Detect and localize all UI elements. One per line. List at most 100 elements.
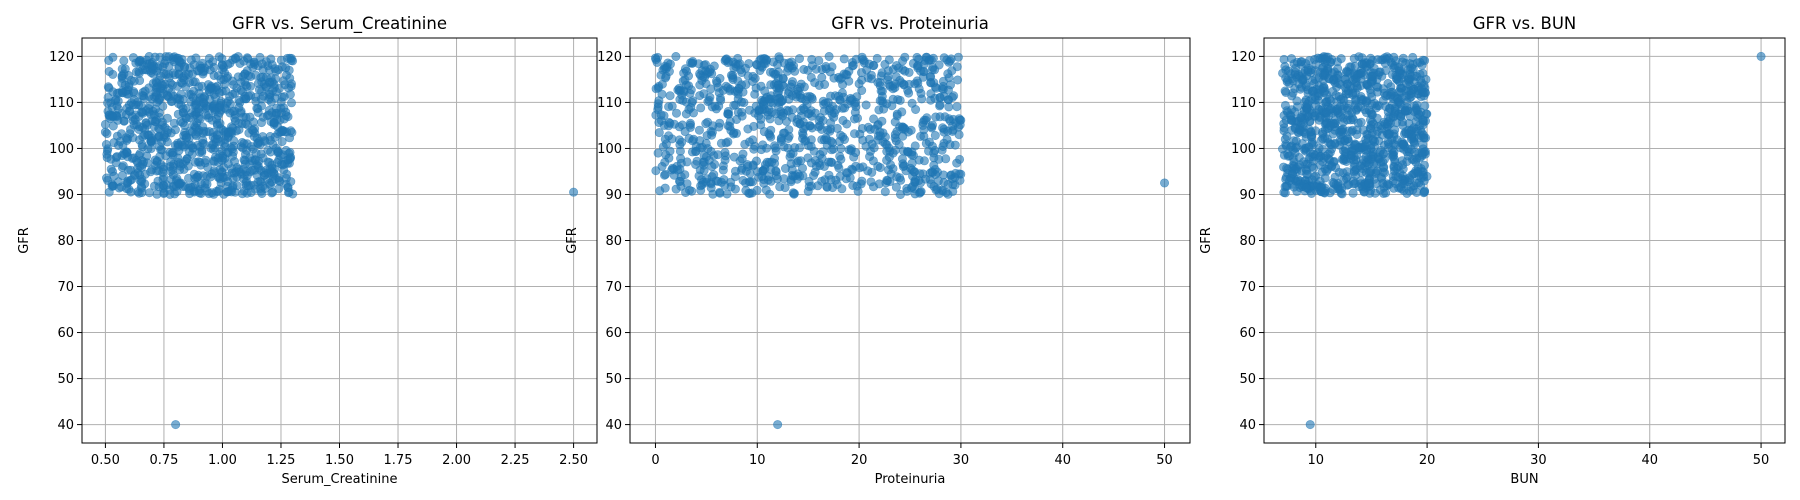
scatter-point (1315, 85, 1325, 95)
scatter-point (888, 84, 898, 94)
scatter-point (189, 120, 199, 130)
scatter-point (1411, 157, 1421, 167)
scatter-point (1342, 66, 1352, 76)
scatter-point (852, 113, 862, 123)
scatter-point (1332, 57, 1342, 67)
scatter-point (677, 137, 687, 147)
scatter-point (651, 84, 661, 94)
scatter-point (720, 56, 730, 66)
scatter-point (729, 128, 739, 138)
scatter-point (802, 92, 812, 102)
scatter-point (1389, 52, 1399, 62)
scatter-point (1287, 105, 1297, 115)
scatter-point (1417, 148, 1427, 158)
scatter-point (715, 93, 725, 103)
scatter-point (913, 78, 923, 88)
scatter-point (102, 129, 112, 139)
scatter-point (1303, 65, 1313, 75)
scatter-point (1407, 63, 1417, 73)
scatter-point (253, 177, 263, 187)
scatter-point (120, 149, 130, 159)
scatter-point (286, 81, 296, 91)
y-tick-label: 70 (605, 280, 622, 295)
scatter-point (832, 123, 842, 133)
scatter-point (874, 179, 884, 189)
scatter-point (144, 83, 154, 93)
scatter-point (681, 66, 691, 76)
scatter-point (1357, 164, 1367, 174)
scatter-point (1386, 82, 1396, 92)
scatter-point (747, 188, 757, 198)
y-tick-label: 110 (1231, 96, 1256, 111)
scatter-point (827, 158, 837, 168)
scatter-point (674, 176, 684, 186)
scatter-point (948, 121, 958, 131)
scatter-point (736, 97, 746, 107)
outlier-point (1756, 51, 1766, 61)
scatter-point (204, 85, 214, 95)
scatter-point (765, 189, 775, 199)
scatter-point (123, 165, 133, 175)
scatter-point (919, 156, 929, 166)
scatter-point (1361, 152, 1371, 162)
scatter-point (1289, 182, 1299, 192)
scatter-point (1362, 96, 1372, 106)
scatter-point (657, 162, 667, 172)
y-tick-label: 70 (57, 280, 74, 295)
scatter-point (801, 136, 811, 146)
scatter-point (664, 153, 674, 163)
scatter-point (762, 107, 772, 117)
scatter-point (114, 104, 124, 114)
scatter-point (822, 182, 832, 192)
scatter-point (1373, 55, 1383, 65)
scatter-point (818, 116, 828, 126)
scatter-point (665, 91, 675, 101)
scatter-point (780, 164, 790, 174)
scatter-point (713, 176, 723, 186)
scatter-point (652, 57, 662, 67)
scatter-point (1281, 73, 1291, 83)
x-tick-label: 2.50 (559, 453, 588, 468)
scatter-point (1381, 188, 1391, 198)
scatter-point (665, 59, 675, 69)
scatter-point (839, 54, 849, 64)
scatter-point (877, 96, 887, 106)
scatter-point (208, 144, 218, 154)
scatter-point (199, 126, 209, 136)
scatter-point (842, 168, 852, 178)
scatter-point (891, 182, 901, 192)
scatter-point (1291, 143, 1301, 153)
scatter-point (1311, 100, 1321, 110)
y-tick-label: 100 (49, 142, 74, 157)
scatter-point (257, 59, 267, 69)
scatter-point (1282, 131, 1292, 141)
scatter-point (818, 147, 828, 157)
scatter-point (927, 120, 937, 130)
scatter-point (195, 188, 205, 198)
scatter-point (1378, 149, 1388, 159)
scatter-point (671, 51, 681, 61)
scatter-point (217, 60, 227, 70)
scatter-point (710, 101, 720, 111)
scatter-point (1372, 113, 1382, 123)
scatter-point (943, 69, 953, 79)
x-tick-label: 1.25 (267, 453, 296, 468)
scatter-point (137, 174, 147, 184)
scatter-point (1411, 105, 1421, 115)
scatter-point (1392, 75, 1402, 85)
scatter-point (1335, 135, 1345, 145)
scatter-point (1401, 91, 1411, 101)
scatter-point (953, 75, 963, 85)
scatter-point (282, 53, 292, 63)
scatter-point (253, 163, 263, 173)
scatter-point (162, 137, 172, 147)
y-tick-label: 70 (1239, 280, 1256, 295)
scatter-point (1292, 57, 1302, 67)
scatter-point (276, 127, 286, 137)
scatter-point (103, 106, 113, 116)
scatter-point (241, 178, 251, 188)
scatter-point (866, 70, 876, 80)
scatter-point (685, 118, 695, 128)
scatter-point (930, 93, 940, 103)
scatter-point (150, 155, 160, 165)
